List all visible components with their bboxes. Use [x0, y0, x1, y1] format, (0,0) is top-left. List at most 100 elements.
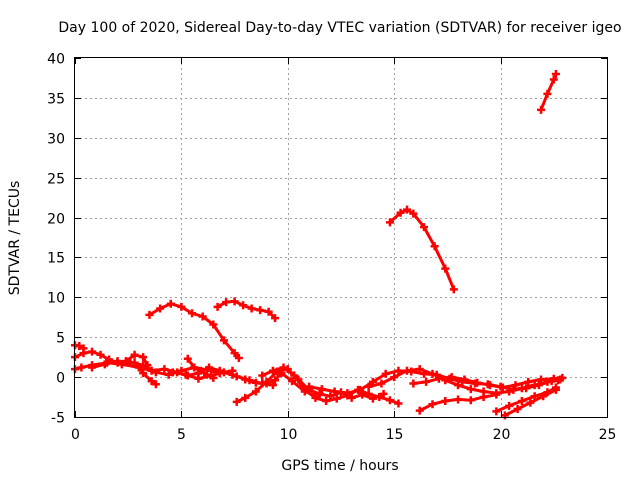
data-point — [213, 302, 222, 311]
x-tick-label: 0 — [71, 427, 80, 443]
data-point — [454, 381, 463, 390]
data-point — [385, 396, 394, 405]
data-point — [258, 371, 267, 380]
data-point — [268, 366, 277, 375]
data-point — [428, 369, 437, 378]
data-point — [390, 373, 399, 382]
data-point — [239, 301, 248, 310]
data-point — [415, 406, 424, 415]
data-point — [166, 299, 175, 308]
data-point — [305, 382, 314, 391]
series-arc-18 — [500, 385, 560, 420]
series-arc-19 — [537, 69, 560, 114]
data-point — [79, 344, 88, 353]
data-point — [222, 298, 231, 307]
data-point — [196, 366, 205, 375]
y-tick-label: 15 — [47, 251, 65, 267]
data-point — [460, 375, 469, 384]
data-point — [356, 385, 365, 394]
data-point — [194, 374, 203, 383]
data-point — [537, 375, 546, 384]
data-point — [177, 302, 186, 311]
data-point — [375, 393, 384, 402]
data-point — [77, 363, 86, 372]
data-point — [317, 385, 326, 394]
y-tick-label: -5 — [51, 411, 65, 427]
data-point — [151, 368, 160, 377]
data-point — [377, 379, 386, 388]
data-point — [230, 297, 239, 306]
data-point — [130, 358, 139, 367]
data-point — [428, 400, 437, 409]
data-point — [75, 341, 84, 350]
data-point — [198, 312, 207, 321]
series-arc-15 — [415, 390, 501, 415]
data-point — [543, 89, 552, 98]
x-tick-label: 20 — [493, 427, 511, 443]
data-point — [188, 309, 197, 318]
data-point — [256, 306, 265, 315]
data-point — [385, 218, 394, 227]
data-point — [347, 393, 356, 402]
data-point — [245, 376, 254, 385]
y-tick-label: 0 — [56, 371, 65, 387]
series-arc-5 — [122, 357, 160, 389]
data-point — [262, 377, 271, 386]
data-point — [513, 405, 522, 414]
y-tick-label: 5 — [56, 331, 65, 347]
plot-frame — [74, 57, 608, 418]
series-arc-14 — [409, 373, 567, 392]
data-point — [271, 376, 280, 385]
data-point — [228, 366, 237, 375]
axis-ticks: 0 5 10 15 20 25 -5 0 5 10 15 20 25 30 35 40 — [47, 52, 616, 444]
data-point — [505, 401, 514, 410]
x-tick-label: 10 — [280, 427, 298, 443]
data-point — [160, 365, 169, 374]
data-point — [466, 396, 475, 405]
data-point — [466, 385, 475, 394]
y-tick-label: 20 — [47, 212, 65, 228]
data-point — [409, 379, 418, 388]
data-point — [492, 407, 501, 416]
data-point — [322, 397, 331, 406]
data-point — [454, 395, 463, 404]
data-point — [551, 69, 560, 78]
series-arc-16 — [385, 205, 458, 294]
y-tick-label: 30 — [47, 132, 65, 148]
data-point — [498, 383, 507, 392]
data-point — [232, 372, 241, 381]
data-point — [147, 377, 156, 386]
y-tick-label: 25 — [47, 172, 65, 188]
data-point — [524, 377, 533, 386]
data-point — [168, 368, 177, 377]
series-line — [148, 302, 241, 360]
data-point — [164, 370, 173, 379]
data-point — [409, 209, 418, 218]
x-tick-label: 5 — [177, 427, 186, 443]
grid — [75, 58, 607, 417]
y-tick-label: 10 — [47, 291, 65, 307]
data-point — [419, 223, 428, 232]
data-point — [209, 373, 218, 382]
data-point — [449, 285, 458, 294]
data-point — [402, 205, 411, 214]
data-point — [394, 399, 403, 408]
data-point — [381, 369, 390, 378]
data-point — [441, 397, 450, 406]
data-point — [500, 411, 509, 420]
data-point — [88, 363, 97, 372]
series-arc-9 — [213, 297, 280, 323]
y-axis-label: SDTVAR / TECUs — [7, 181, 23, 296]
data-point — [517, 384, 526, 393]
data-point — [549, 75, 558, 84]
data-point — [549, 374, 558, 383]
data-point — [422, 377, 431, 386]
data-point — [100, 360, 109, 369]
data-point — [151, 380, 160, 389]
data-point — [558, 373, 567, 382]
series-layer — [71, 69, 567, 420]
data-point — [290, 371, 299, 380]
data-point — [88, 347, 97, 356]
data-point — [251, 387, 260, 396]
data-point — [485, 381, 494, 390]
